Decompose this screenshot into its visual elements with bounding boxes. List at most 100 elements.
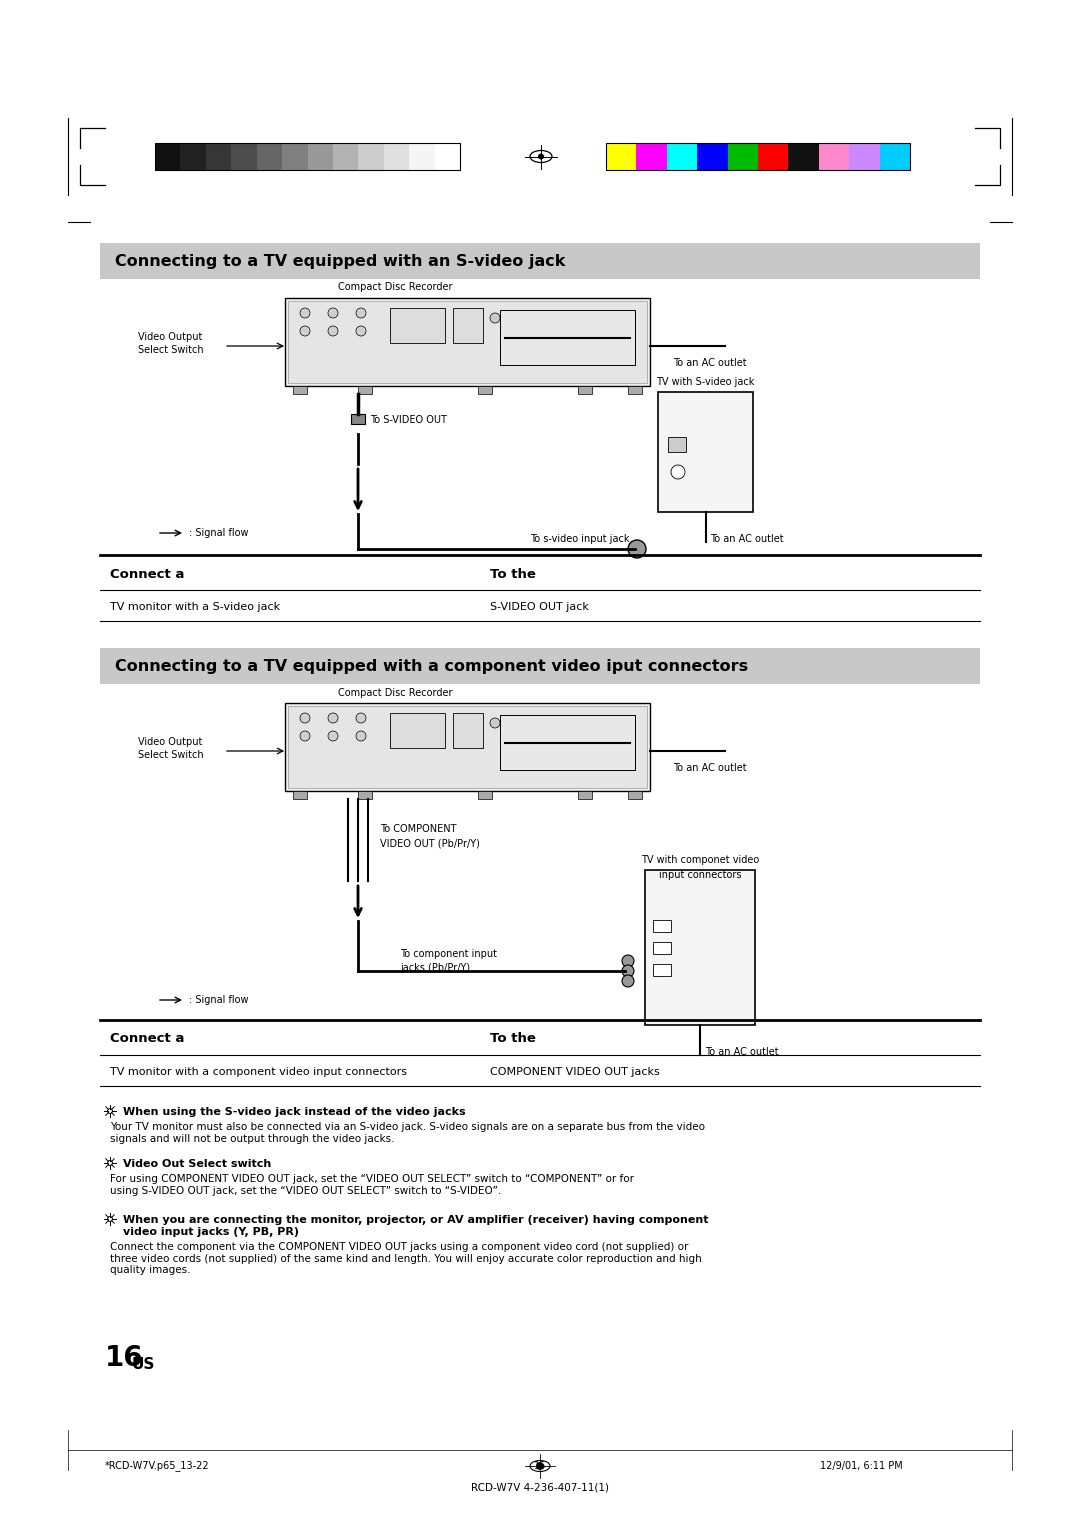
Bar <box>100 243 980 280</box>
Bar <box>669 437 686 452</box>
Bar <box>383 144 409 170</box>
Text: Connect a: Connect a <box>110 567 185 581</box>
Text: *RCD-W7V.p65_13-22: *RCD-W7V.p65_13-22 <box>105 1461 210 1471</box>
Text: Connect the component via the COMPONENT VIDEO OUT jacks using a component video : Connect the component via the COMPONENT … <box>110 1242 702 1276</box>
Bar <box>453 714 483 749</box>
Bar <box>180 144 206 170</box>
Circle shape <box>622 955 634 967</box>
Circle shape <box>300 309 310 318</box>
Circle shape <box>356 730 366 741</box>
Bar <box>359 144 383 170</box>
Bar <box>285 298 650 387</box>
Bar <box>645 869 755 1025</box>
Bar <box>206 144 231 170</box>
Circle shape <box>490 718 500 727</box>
Text: : Signal flow: : Signal flow <box>189 529 248 538</box>
Bar <box>698 144 728 170</box>
Text: 16: 16 <box>534 1461 546 1471</box>
Bar <box>819 144 849 170</box>
Bar <box>282 144 308 170</box>
Bar <box>409 144 434 170</box>
Bar <box>308 144 333 170</box>
Bar <box>728 144 758 170</box>
Bar <box>653 941 671 953</box>
Text: To S-VIDEO OUT: To S-VIDEO OUT <box>370 416 447 425</box>
Circle shape <box>536 1462 544 1470</box>
Bar <box>434 144 460 170</box>
Text: Video Output: Video Output <box>138 736 202 747</box>
Bar <box>293 387 307 394</box>
Text: Connecting to a TV equipped with an S-video jack: Connecting to a TV equipped with an S-vi… <box>114 254 565 269</box>
Bar <box>627 792 642 799</box>
Bar <box>357 792 372 799</box>
Bar <box>288 301 647 384</box>
Circle shape <box>300 730 310 741</box>
Bar <box>231 144 257 170</box>
Bar <box>288 706 647 788</box>
Ellipse shape <box>538 153 544 159</box>
Bar <box>351 414 365 423</box>
Bar <box>578 792 592 799</box>
Bar <box>390 309 445 342</box>
Bar <box>636 144 666 170</box>
Bar <box>100 648 980 685</box>
Text: To an AC outlet: To an AC outlet <box>673 764 746 773</box>
Circle shape <box>328 325 338 336</box>
Text: Connect a: Connect a <box>110 1033 185 1045</box>
Bar <box>658 393 753 512</box>
Bar <box>478 792 492 799</box>
Text: To the: To the <box>490 1033 536 1045</box>
Circle shape <box>300 325 310 336</box>
Text: : Signal flow: : Signal flow <box>189 995 248 1005</box>
Text: When you are connecting the monitor, projector, or AV amplifier (receiver) havin: When you are connecting the monitor, pro… <box>123 1215 708 1236</box>
Circle shape <box>490 313 500 322</box>
Text: Compact Disc Recorder: Compact Disc Recorder <box>338 688 453 698</box>
Bar <box>758 144 788 170</box>
Text: VIDEO OUT (Pb/Pr/Y): VIDEO OUT (Pb/Pr/Y) <box>380 837 480 848</box>
Circle shape <box>356 309 366 318</box>
Text: Compact Disc Recorder: Compact Disc Recorder <box>338 283 453 292</box>
Bar <box>606 144 636 170</box>
Bar <box>879 144 910 170</box>
Circle shape <box>356 714 366 723</box>
Text: Connecting to a TV equipped with a component video iput connectors: Connecting to a TV equipped with a compo… <box>114 659 748 674</box>
Text: US: US <box>132 1357 156 1372</box>
Circle shape <box>504 718 514 727</box>
Text: Your TV monitor must also be connected via an S-video jack. S-video signals are : Your TV monitor must also be connected v… <box>110 1122 705 1143</box>
Text: To an AC outlet: To an AC outlet <box>711 533 784 544</box>
Text: COMPONENT VIDEO OUT jacks: COMPONENT VIDEO OUT jacks <box>490 1067 660 1077</box>
Bar <box>606 144 910 170</box>
Text: TV monitor with a component video input connectors: TV monitor with a component video input … <box>110 1067 407 1077</box>
Circle shape <box>328 309 338 318</box>
Text: To COMPONENT: To COMPONENT <box>380 824 457 834</box>
Bar <box>578 387 592 394</box>
Text: input connectors: input connectors <box>659 869 741 880</box>
Bar <box>453 309 483 342</box>
Text: To an AC outlet: To an AC outlet <box>673 359 746 368</box>
Bar <box>666 144 698 170</box>
Circle shape <box>300 714 310 723</box>
Text: TV with componet video: TV with componet video <box>640 856 759 865</box>
Text: To s-video input jack: To s-video input jack <box>530 533 630 544</box>
Bar <box>390 714 445 749</box>
Bar <box>653 920 671 932</box>
Text: To an AC outlet: To an AC outlet <box>705 1047 779 1057</box>
Circle shape <box>627 539 646 558</box>
Bar <box>257 144 282 170</box>
Text: 12/9/01, 6:11 PM: 12/9/01, 6:11 PM <box>820 1461 903 1471</box>
Circle shape <box>622 975 634 987</box>
Text: For using COMPONENT VIDEO OUT jack, set the “VIDEO OUT SELECT” switch to “COMPON: For using COMPONENT VIDEO OUT jack, set … <box>110 1174 634 1195</box>
Text: RCD-W7V 4-236-407-11(1): RCD-W7V 4-236-407-11(1) <box>471 1484 609 1493</box>
Circle shape <box>328 730 338 741</box>
Bar <box>293 792 307 799</box>
Circle shape <box>356 325 366 336</box>
Circle shape <box>504 313 514 322</box>
Text: S-VIDEO OUT jack: S-VIDEO OUT jack <box>490 602 589 613</box>
Bar <box>156 144 460 170</box>
Bar <box>357 387 372 394</box>
Circle shape <box>518 718 528 727</box>
Text: To component input: To component input <box>400 949 497 960</box>
Text: Select Switch: Select Switch <box>138 345 204 354</box>
Bar <box>849 144 879 170</box>
Bar <box>500 715 635 770</box>
